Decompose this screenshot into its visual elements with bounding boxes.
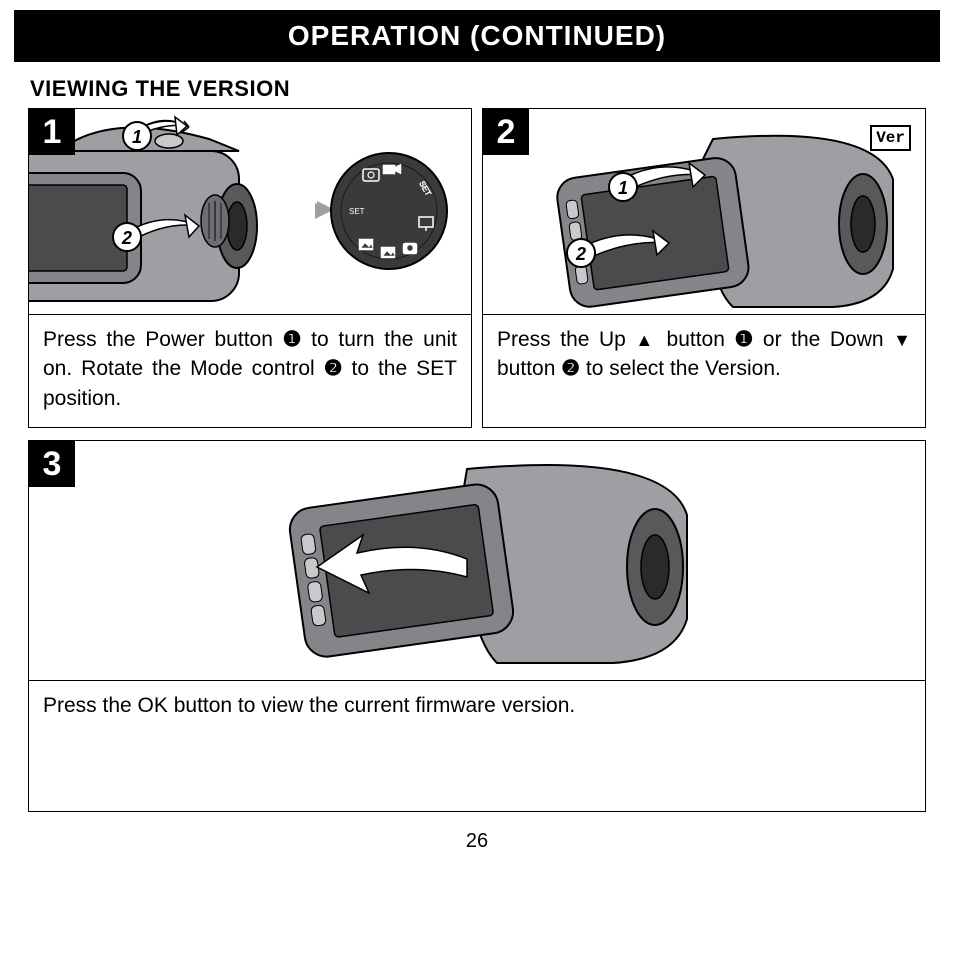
step-3-text: Press the OK button to view the current …: [29, 681, 925, 811]
step-3-image: 3: [29, 441, 925, 681]
step-2: 2 Ver: [482, 108, 926, 428]
step-3: 3: [28, 440, 926, 812]
page-number: 26: [0, 830, 954, 853]
step-2-text: Press the Up ▲ button ❶ or the Down ▼ bu…: [483, 315, 925, 425]
page-header: OPERATION (CONTINUED): [14, 10, 940, 62]
text-segment: Press the Up: [497, 328, 635, 351]
camcorder-illustration-1: 1 2 SET: [29, 109, 469, 315]
step-1-number: 1: [29, 109, 75, 155]
ref-marker: ❶: [283, 325, 302, 354]
manual-page: OPERATION (CONTINUED) VIEWING THE VERSIO…: [0, 10, 954, 964]
svg-text:2: 2: [121, 228, 132, 248]
text-segment: button: [497, 357, 561, 380]
ref-marker: ❶: [735, 325, 754, 354]
svg-text:1: 1: [132, 127, 142, 147]
svg-text:1: 1: [618, 178, 628, 198]
step-1-text: Press the Power button ❶ to turn the uni…: [29, 315, 471, 427]
step-3-number: 3: [29, 441, 75, 487]
steps-row-1: 1: [28, 108, 926, 428]
down-triangle-icon: ▼: [893, 330, 911, 350]
text-segment: button: [657, 328, 735, 351]
ref-marker: ❷: [561, 354, 580, 383]
text-segment: Press the Power button: [43, 328, 283, 351]
camcorder-illustration-2: 1 2: [483, 109, 923, 315]
section-title: VIEWING THE VERSION: [30, 76, 954, 102]
step-2-number: 2: [483, 109, 529, 155]
ver-icon: Ver: [870, 125, 911, 151]
step-1: 1: [28, 108, 472, 428]
up-triangle-icon: ▲: [635, 330, 657, 350]
step-1-image: 1: [29, 109, 471, 315]
text-segment: or the Down: [753, 328, 893, 351]
svg-text:SET: SET: [349, 207, 365, 216]
camcorder-illustration-3: [227, 441, 727, 681]
step-2-image: 2 Ver: [483, 109, 925, 315]
ref-marker: ❷: [324, 354, 343, 383]
svg-text:2: 2: [575, 244, 586, 264]
text-segment: to select the Version.: [580, 357, 781, 380]
